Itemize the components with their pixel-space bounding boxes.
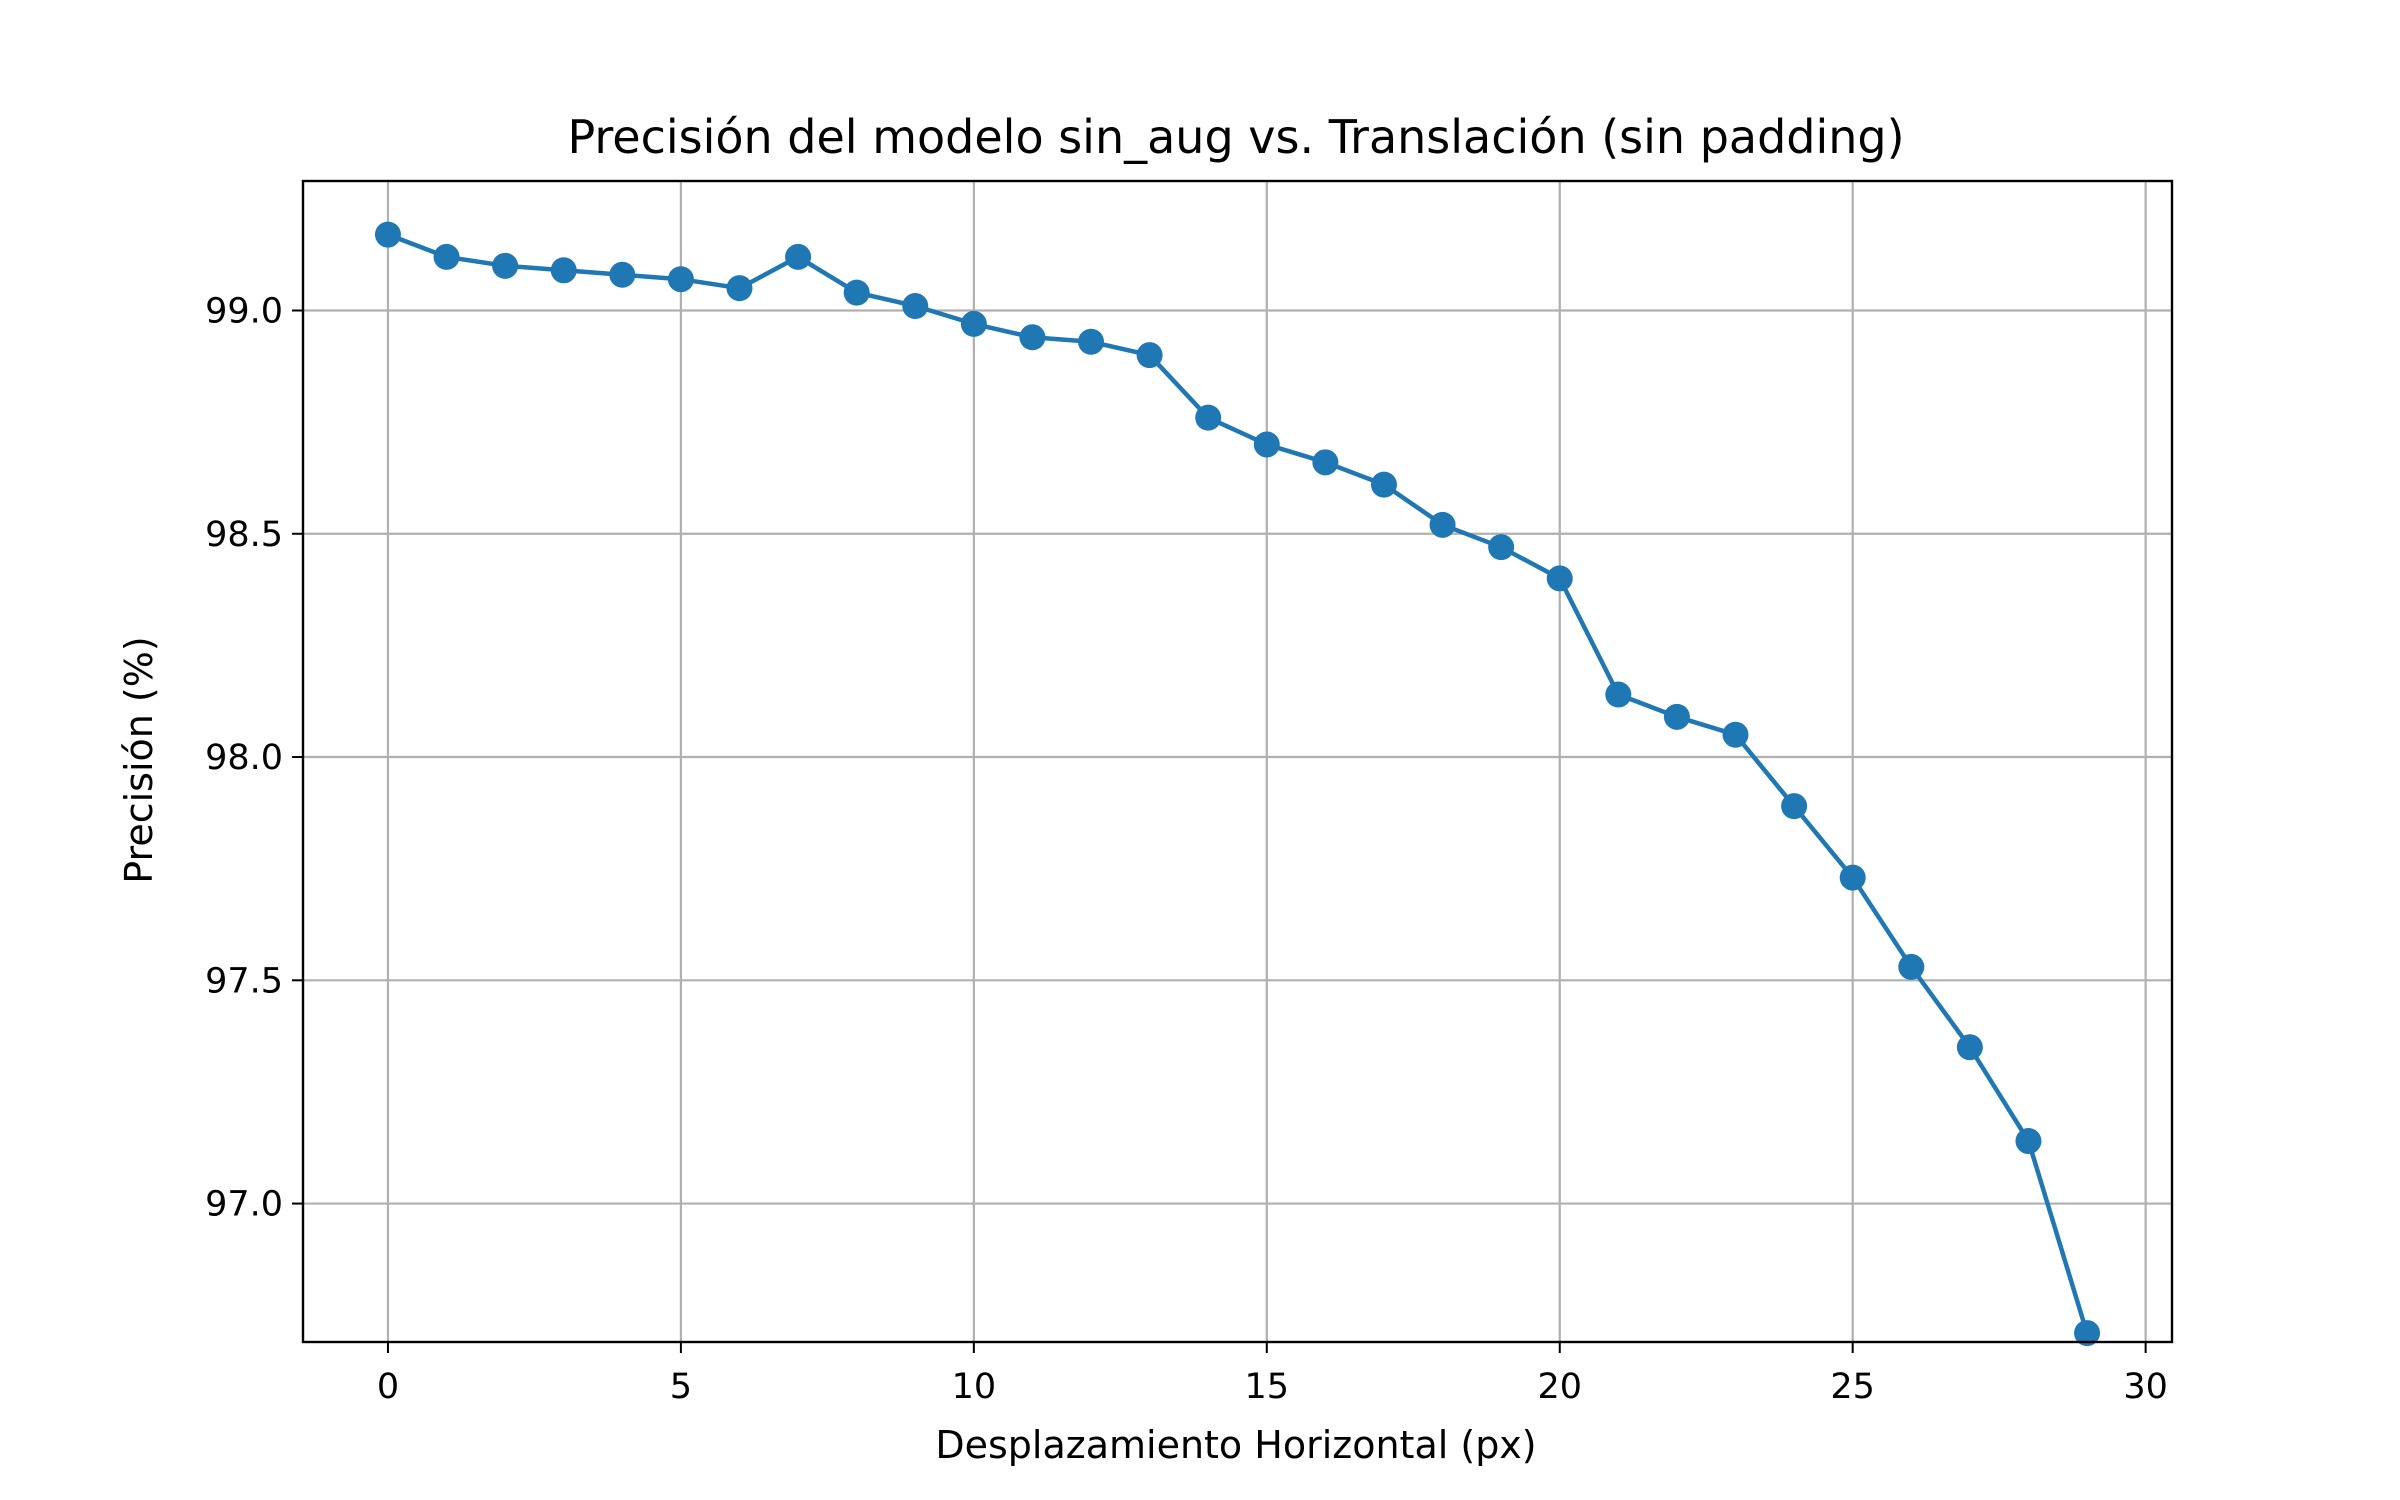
- data-point: [550, 257, 577, 284]
- chart-title: Precisión del modelo sin_aug vs. Transla…: [567, 110, 1904, 164]
- data-point: [902, 293, 929, 320]
- data-point: [1956, 1034, 1983, 1061]
- x-tick-label: 10: [952, 1367, 997, 1407]
- y-tick-label: 97.0: [205, 1185, 283, 1225]
- data-point: [433, 243, 460, 270]
- data-point: [2074, 1320, 2101, 1347]
- x-tick-label: 5: [670, 1367, 692, 1407]
- y-tick-label: 98.5: [205, 515, 283, 555]
- x-axis-label: Desplazamiento Horizontal (px): [935, 1423, 1536, 1467]
- x-tick-label: 0: [377, 1367, 399, 1407]
- data-point: [492, 252, 519, 279]
- data-point: [1605, 681, 1632, 708]
- series-layer: [374, 221, 2101, 1347]
- y-tick-label: 98.0: [205, 738, 283, 778]
- data-point: [843, 279, 870, 306]
- data-point: [1136, 342, 1163, 369]
- data-point: [1429, 511, 1456, 538]
- data-point: [1839, 864, 1866, 891]
- data-point: [609, 261, 636, 288]
- data-point: [1488, 534, 1515, 561]
- data-point: [1546, 565, 1573, 592]
- data-point: [1019, 324, 1046, 351]
- data-point: [1195, 404, 1222, 431]
- x-tick-label: 15: [1245, 1367, 1290, 1407]
- data-point: [726, 275, 753, 302]
- data-point: [1898, 953, 1925, 980]
- x-tick-label: 25: [1830, 1367, 1875, 1407]
- data-point: [667, 266, 694, 293]
- data-point: [1781, 793, 1808, 820]
- x-tick-label: 20: [1537, 1367, 1582, 1407]
- y-tick-label: 99.0: [205, 291, 283, 331]
- data-point: [785, 243, 812, 270]
- data-point: [960, 310, 987, 337]
- data-point: [2015, 1128, 2042, 1155]
- y-axis-label: Precisión (%): [117, 636, 161, 883]
- data-point: [1663, 703, 1690, 730]
- ticks-layer: 0 5 10 15 20 25 30 97.0 97.5 98.0 98.5 99.0: [205, 291, 2168, 1407]
- data-point: [1253, 431, 1280, 458]
- series-line: [387, 232, 2090, 1334]
- y-tick-label: 97.5: [205, 961, 283, 1001]
- data-point: [374, 221, 401, 248]
- data-point: [1370, 471, 1397, 498]
- grid-lines: [303, 181, 2172, 1342]
- x-tick-label: 30: [2123, 1367, 2168, 1407]
- plot-frame: [301, 179, 2174, 1344]
- data-point: [1722, 721, 1749, 748]
- data-point: [1078, 328, 1105, 355]
- data-point: [1312, 449, 1339, 476]
